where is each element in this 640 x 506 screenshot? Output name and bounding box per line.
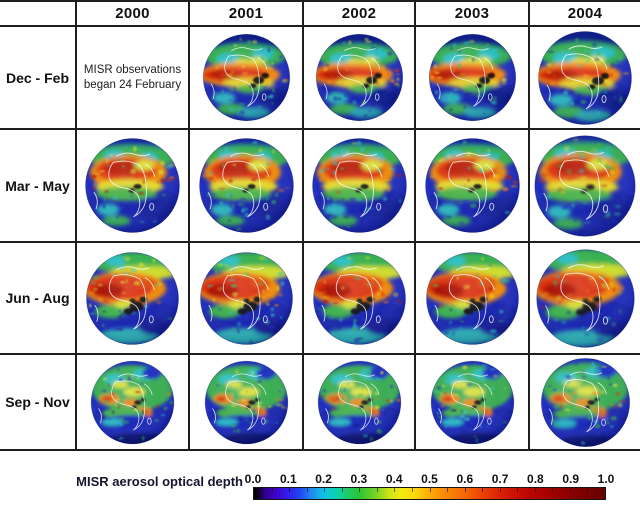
missing-data-note: MISR observations began 24 February [84,63,181,93]
cell-sep-nov-2000 [75,353,188,449]
colorbar-notch [429,488,431,492]
row-header-dec-feb: Dec - Feb [0,25,75,128]
colorbar-tick: 0.0 [244,472,262,486]
cell-sep-nov-2003 [414,353,528,449]
colorbar-notch [464,488,466,492]
cell-jun-aug-2002 [302,241,414,353]
colorbar-tick: 0.3 [350,472,368,486]
colorbar-notch [482,488,484,492]
colorbar-label: MISR aerosol optical depth [76,474,243,489]
note-line1: MISR observations [83,63,182,76]
colorbar-notch [499,488,501,492]
globe-dec-feb-2004 [535,28,635,128]
cell-jun-aug-2001 [188,241,302,353]
cell-dec-feb-2003 [414,25,528,128]
column-header-2000: 2000 [75,2,188,25]
cell-dec-feb-2004 [528,25,640,128]
column-header-2004: 2004 [528,2,640,25]
colorbar-notch [517,488,519,492]
colorbar-tick: 1.0 [597,472,615,486]
cell-jun-aug-2000 [75,241,188,353]
globe-jun-aug-2001 [197,249,296,348]
cell-dec-feb-2002 [302,25,414,128]
colorbar-tick: 0.9 [562,472,580,486]
colorbar-notch [534,488,536,492]
globe-dec-feb-2001 [200,31,293,124]
colorbar-tick: 0.7 [491,472,509,486]
globe-sep-nov-2002 [315,358,404,447]
globe-jun-aug-2000 [83,249,182,348]
colorbar-notch [587,488,589,492]
cell-dec-feb-2001 [188,25,302,128]
colorbar-notch [271,488,273,492]
globe-sep-nov-2001 [202,358,291,447]
colorbar-notch [324,488,326,492]
colorbar-tick: 0.2 [315,472,332,486]
globe-mar-may-2000 [82,135,183,236]
globe-dec-feb-2003 [426,31,519,124]
globe-mar-may-2001 [196,135,297,236]
colorbar-notch [359,488,361,492]
colorbar-legend: MISR aerosol optical depth 0.0 0.1 0.2 0.3 0… [0,451,640,506]
colorbar-notch [394,488,396,492]
cell-sep-nov-2001 [188,353,302,449]
globe-mar-may-2002 [309,135,410,236]
row-header-mar-may: Mar - May [0,128,75,241]
cell-dec-feb-2000: MISR observations began 24 February [75,25,188,128]
colorbar-notch [552,488,554,492]
column-header-2002: 2002 [302,2,414,25]
colorbar-notch [341,488,343,492]
cell-mar-may-2000 [75,128,188,241]
globe-dec-feb-2002 [313,31,406,124]
column-header-2001: 2001 [188,2,302,25]
globe-mar-may-2004 [531,132,639,240]
colorbar-gradient [253,487,606,500]
colorbar-notch [411,488,413,492]
seasonal-aerosol-table: 2000 2001 2002 2003 2004 Dec - Feb MISR … [0,0,640,451]
colorbar-notch [306,488,308,492]
colorbar-tick: 0.8 [527,472,544,486]
globe-jun-aug-2004 [533,246,638,351]
globe-jun-aug-2002 [310,249,409,348]
colorbar-notch [376,488,378,492]
row-header-jun-aug: Jun - Aug [0,241,75,353]
cell-jun-aug-2004 [528,241,640,353]
colorbar-tick-labels: 0.0 0.1 0.2 0.3 0.4 0.5 0.6 0.7 0.8 0.9 1.0 [245,472,615,486]
colorbar-notch [447,488,449,492]
corner-cell [0,2,75,25]
colorbar-notch [289,488,291,492]
cell-sep-nov-2004 [528,353,640,449]
row-header-sep-nov: Sep - Nov [0,353,75,449]
cell-mar-may-2004 [528,128,640,241]
colorbar-tick: 0.6 [456,472,474,486]
cell-mar-may-2001 [188,128,302,241]
globe-sep-nov-2004 [538,355,633,449]
colorbar-tick: 0.4 [385,472,403,486]
globe-sep-nov-2000 [88,358,177,447]
globe-jun-aug-2003 [423,249,522,348]
cell-jun-aug-2003 [414,241,528,353]
globe-sep-nov-2003 [428,358,517,447]
colorbar-tick: 0.5 [421,472,438,486]
colorbar-notch [569,488,571,492]
cell-sep-nov-2002 [302,353,414,449]
cell-mar-may-2003 [414,128,528,241]
cell-mar-may-2002 [302,128,414,241]
note-line2: began 24 February [83,78,182,91]
globe-mar-may-2003 [422,135,523,236]
colorbar-tick: 0.1 [279,472,297,486]
column-header-2003: 2003 [414,2,528,25]
